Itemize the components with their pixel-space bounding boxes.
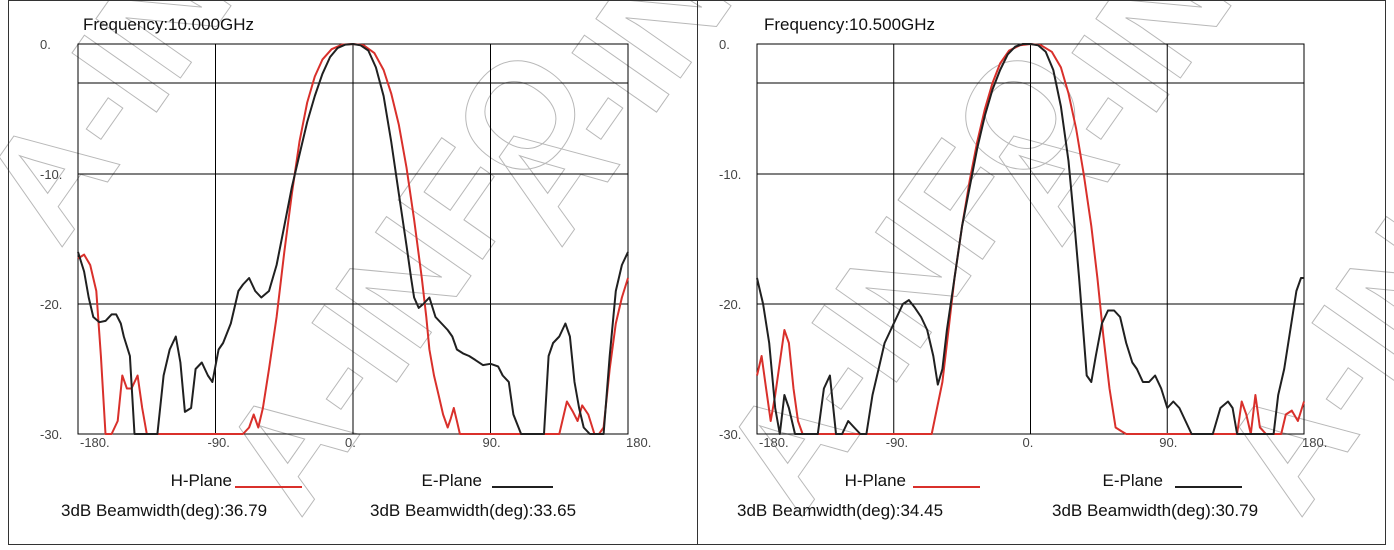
beamwidth-h-plane: 3dB Beamwidth(deg):36.79 xyxy=(61,501,267,520)
watermark-text: A-INFO xyxy=(689,19,1123,539)
y-tick-label: -20. xyxy=(719,297,741,312)
legend-label-e-plane: E-Plane xyxy=(422,471,482,490)
y-tick-label: -10. xyxy=(719,167,741,182)
x-axis-ticks: -180. -90. 0. 90. 180. xyxy=(759,435,1327,450)
series-line-e-plane xyxy=(756,43,1304,435)
watermark-text: A-INFO xyxy=(189,19,623,539)
beamwidth-h-plane: 3dB Beamwidth(deg):34.45 xyxy=(737,501,943,520)
y-tick-label: 0. xyxy=(719,37,730,52)
x-tick-label: 180. xyxy=(1302,435,1327,450)
chart-title: Frequency:10.500GHz xyxy=(764,15,935,34)
legend-label-h-plane: H-Plane xyxy=(171,471,232,490)
y-tick-label: 0. xyxy=(40,37,51,52)
x-tick-label: 90. xyxy=(483,435,501,450)
x-tick-label: -90. xyxy=(886,435,908,450)
y-tick-label: -20. xyxy=(40,297,62,312)
grid-lines xyxy=(757,44,1304,434)
legend-label-h-plane: H-Plane xyxy=(845,471,906,490)
chart-title: Frequency:10.000GHz xyxy=(83,15,254,34)
x-tick-label: 0. xyxy=(345,435,356,450)
y-axis-ticks: 0. -10. -20. -30. xyxy=(40,37,62,442)
watermark-text: A-INFO xyxy=(1189,19,1394,539)
y-tick-label: -10. xyxy=(40,167,62,182)
x-tick-label: 180. xyxy=(626,435,651,450)
series-layer xyxy=(756,43,1305,435)
x-tick-label: -180. xyxy=(759,435,789,450)
beamwidth-e-plane: 3dB Beamwidth(deg):30.79 xyxy=(1052,501,1258,520)
y-axis-ticks: 0. -10. -20. -30. xyxy=(719,37,741,442)
legend-label-e-plane: E-Plane xyxy=(1103,471,1163,490)
beamwidth-e-plane: 3dB Beamwidth(deg):33.65 xyxy=(370,501,576,520)
y-tick-label: -30. xyxy=(719,427,741,442)
y-tick-label: -30. xyxy=(40,427,62,442)
x-tick-label: -180. xyxy=(80,435,110,450)
chart-panel-10-5ghz: Frequency:10.500GHz 0. -10. -20. -30. -180.… xyxy=(719,15,1327,520)
x-tick-label: 90. xyxy=(1159,435,1177,450)
series-line-e-plane xyxy=(77,43,629,435)
watermark-text: A-INFO xyxy=(0,0,383,268)
x-axis-ticks: -180. -90. 0. 90. 180. xyxy=(80,435,651,450)
x-tick-label: 0. xyxy=(1023,435,1034,450)
series-line-h-plane xyxy=(756,43,1305,435)
series-layer xyxy=(77,43,629,435)
x-tick-label: -90. xyxy=(208,435,230,450)
chart-panel-10ghz: Frequency:10.000GHz 0. -10. -20. -30. -180.… xyxy=(40,15,651,520)
